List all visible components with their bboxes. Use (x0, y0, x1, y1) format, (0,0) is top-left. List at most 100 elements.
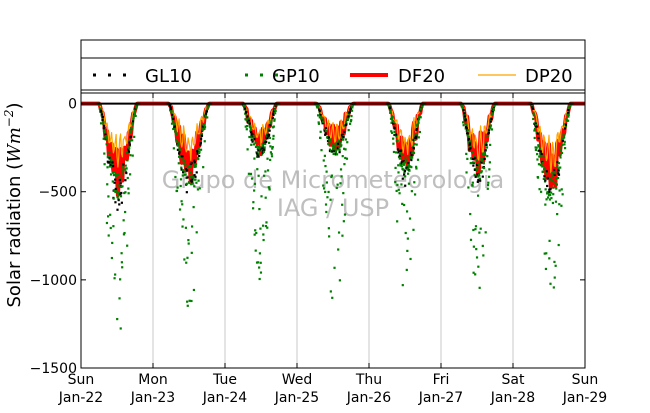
x-tick-label-day: Sat (502, 372, 525, 388)
gp10-point (415, 165, 418, 168)
gl10-point (545, 170, 548, 173)
gp10-point (178, 155, 181, 158)
gl10-point (392, 122, 395, 125)
gl10-point (549, 188, 552, 191)
gp10-point (255, 145, 258, 148)
gp10-point (478, 177, 482, 180)
gp10-point (478, 286, 481, 289)
gp10-point (319, 136, 322, 140)
gp10-point (104, 135, 108, 138)
gp10-point (332, 148, 335, 151)
gp10-point (475, 256, 479, 259)
gl10-point (399, 154, 402, 157)
gp10-point (467, 186, 470, 189)
gl10-point (487, 131, 490, 134)
gp10-point (112, 225, 115, 228)
gp10-point (261, 224, 265, 227)
gp10-point (133, 135, 136, 138)
gp10-point (245, 124, 249, 128)
gp10-point (547, 193, 551, 197)
gp10-point (131, 139, 134, 142)
gp10-point (563, 140, 566, 143)
gl10-point (128, 141, 131, 144)
gp10-point (544, 188, 547, 191)
gl10-point (184, 168, 188, 171)
gl10-point (199, 137, 203, 141)
gp10-point (563, 136, 566, 139)
gp10-point (178, 147, 181, 150)
gp10-point (417, 136, 420, 139)
gl10-point (193, 174, 196, 177)
legend-marker (108, 73, 111, 77)
gp10-point (191, 176, 195, 179)
gp10-point (392, 137, 395, 140)
gp10-point (243, 104, 246, 107)
y-axis-label-prefix: Solar radiation ( (4, 163, 25, 308)
gl10-point (415, 127, 418, 131)
gp10-point (556, 165, 559, 168)
gp10-point (271, 147, 274, 150)
x-tick-label-day: Mon (138, 372, 168, 388)
gl10-point (193, 159, 196, 162)
gp10-point (266, 157, 269, 160)
gp10-point (342, 192, 345, 195)
gp10-point (199, 148, 203, 151)
gp10-point (322, 159, 325, 162)
y-axis-label-exponent: −2 (2, 110, 16, 128)
gp10-point (111, 163, 114, 166)
gp10-point (133, 113, 136, 116)
gp10-point (341, 155, 344, 158)
gp10-point (256, 168, 259, 171)
gp10-point (192, 288, 196, 292)
gp10-point (399, 151, 402, 155)
gp10-point (395, 189, 398, 193)
watermark-line-1: Grupo de Micrometeorologia (162, 166, 504, 194)
gp10-point (462, 121, 465, 124)
gp10-point (189, 176, 192, 179)
gl10-point (407, 162, 410, 165)
gp10-point (189, 165, 192, 169)
gp10-point (180, 200, 183, 203)
gp10-point (341, 138, 345, 141)
gp10-point (558, 203, 561, 206)
gl10-point (125, 171, 128, 175)
gp10-point (461, 106, 464, 109)
gp10-point (179, 155, 182, 158)
gl10-point (118, 203, 121, 206)
gp10-point (253, 189, 256, 192)
gp10-point (122, 168, 125, 171)
gp10-point (537, 144, 540, 147)
gl10-point (462, 109, 465, 112)
gp10-point (404, 175, 407, 178)
gl10-point (557, 172, 560, 175)
gp10-point (106, 156, 109, 159)
gp10-point (260, 149, 263, 152)
gl10-point (412, 147, 415, 150)
gp10-point (132, 118, 135, 121)
gp10-point (324, 190, 327, 193)
x-tick-label-date: Jan-25 (274, 390, 319, 406)
gp10-point (190, 299, 193, 303)
gp10-point (474, 273, 477, 276)
gp10-point (551, 179, 554, 182)
gl10-point (337, 142, 340, 146)
gp10-point (124, 210, 127, 214)
gp10-point (547, 190, 550, 194)
gp10-point (114, 190, 118, 193)
gp10-point (406, 249, 409, 252)
gp10-point (124, 170, 128, 173)
gp10-point (270, 120, 273, 123)
gp10-point (130, 129, 133, 132)
gp10-point (255, 231, 258, 235)
gl10-point (402, 160, 405, 163)
gp10-point (339, 142, 342, 145)
gp10-point (125, 167, 128, 170)
gp10-point (103, 130, 106, 133)
gl10-point (393, 127, 396, 130)
gp10-point (560, 188, 563, 191)
gp10-point (131, 122, 135, 125)
gl10-point (531, 106, 534, 109)
gp10-point (103, 152, 106, 155)
gp10-point (110, 256, 114, 260)
gp10-point (332, 144, 335, 147)
